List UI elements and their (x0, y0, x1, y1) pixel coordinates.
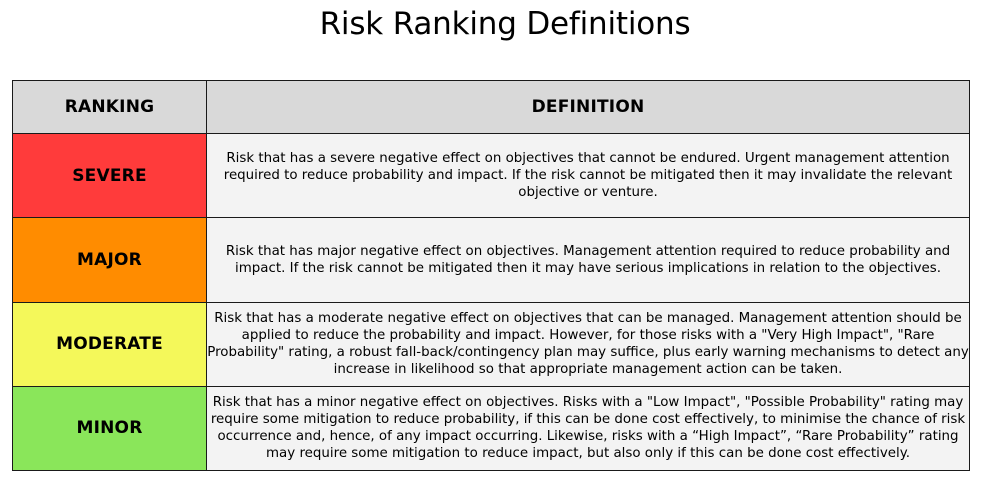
definition-cell-moderate: Risk that has a moderate negative effect… (206, 301, 970, 387)
ranking-cell-moderate: MODERATE (12, 301, 207, 387)
header-definition: DEFINITION (206, 79, 970, 135)
definition-cell-minor: Risk that has a minor negative effect on… (206, 385, 970, 472)
table-header-row: RANKING DEFINITION (12, 79, 970, 135)
table-row-moderate: MODERATE Risk that has a moderate negati… (12, 301, 970, 387)
risk-ranking-table: RANKING DEFINITION SEVERE Risk that has … (12, 79, 970, 472)
page-title: Risk Ranking Definitions (319, 6, 691, 42)
definition-cell-severe: Risk that has a severe negative effect o… (206, 133, 970, 219)
table-row-severe: SEVERE Risk that has a severe negative e… (12, 133, 970, 219)
table-row-major: MAJOR Risk that has major negative effec… (12, 217, 970, 303)
definition-cell-major: Risk that has major negative effect on o… (206, 217, 970, 303)
header-ranking: RANKING (12, 79, 207, 135)
ranking-cell-severe: SEVERE (12, 133, 207, 219)
table-row-minor: MINOR Risk that has a minor negative eff… (12, 385, 970, 472)
ranking-cell-minor: MINOR (12, 385, 207, 472)
ranking-cell-major: MAJOR (12, 217, 207, 303)
